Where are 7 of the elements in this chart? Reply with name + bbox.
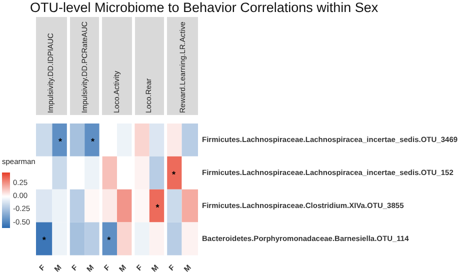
data-label: * — [172, 169, 176, 180]
chart-title: OTU-level Microbiome to Behavior Correlations within Sex — [30, 0, 378, 15]
data-label: * — [156, 202, 160, 212]
data-label: * — [58, 136, 63, 146]
data-label: * — [107, 235, 112, 246]
data-label: * — [90, 136, 95, 146]
data-label: * — [42, 235, 46, 246]
